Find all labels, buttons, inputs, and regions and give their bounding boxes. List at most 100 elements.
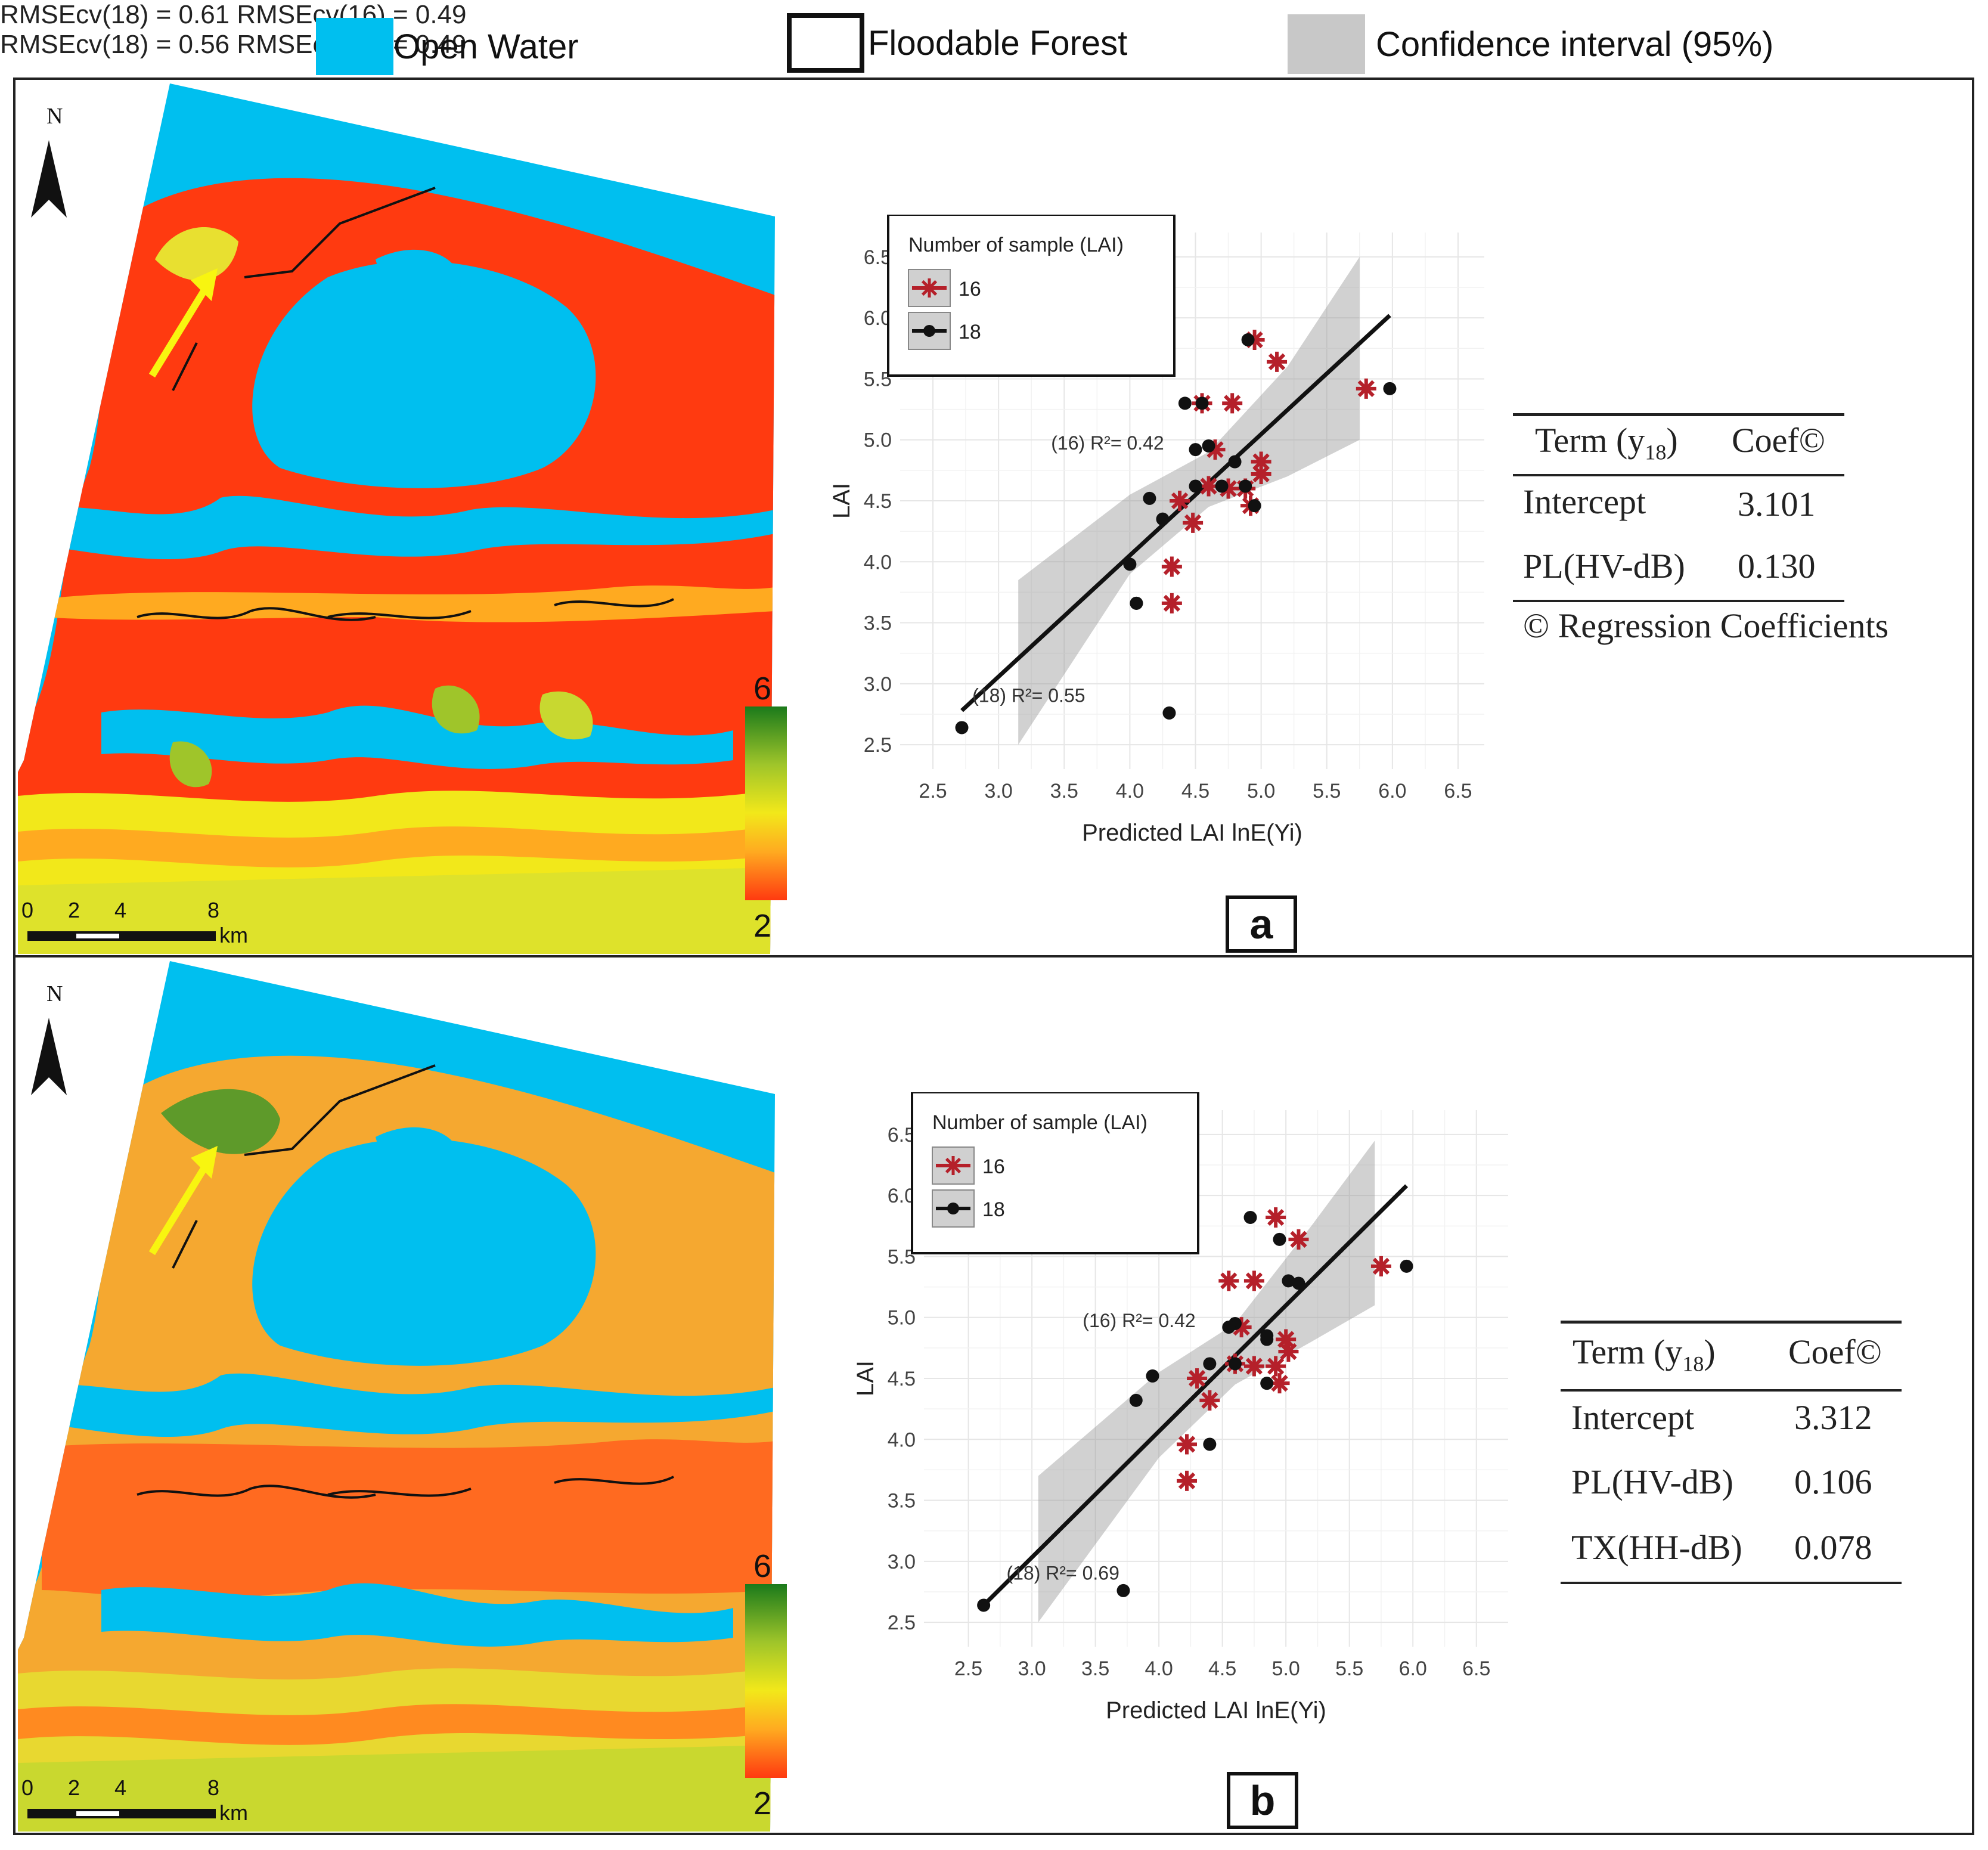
point-16-1-b — [1288, 1229, 1309, 1250]
point-16-9-a — [1170, 491, 1190, 511]
scale-tick-2-b: 2 — [68, 1775, 80, 1800]
x-tick-label-7-a: 6.0 — [1378, 780, 1406, 802]
y-tick-label-2-a: 3.5 — [864, 612, 892, 635]
coef-rule-top-a — [1513, 413, 1844, 416]
coef-rule-mid-a — [1513, 474, 1844, 476]
colorbar-min-a: 2 — [753, 908, 772, 944]
point-16-14-a — [1251, 451, 1271, 472]
point-18-11-b — [1260, 1377, 1274, 1390]
point-18-16-b — [1292, 1276, 1305, 1290]
coef-term-0-b: Intercept — [1571, 1398, 1695, 1437]
north-arrow-icon-b — [31, 1018, 67, 1095]
point-18-11-a — [1383, 382, 1397, 395]
legend-label-18-a: 18 — [959, 321, 981, 343]
point-16-10-b — [1199, 1390, 1220, 1411]
point-18-4-a — [1189, 443, 1202, 457]
point-18-0-b — [1243, 1211, 1257, 1224]
x-tick-label-2-a: 3.5 — [1050, 780, 1078, 802]
point-18-10-b — [1400, 1259, 1413, 1273]
x-tick-label-7-b: 6.0 — [1399, 1657, 1427, 1680]
yellow-arrow-line-a — [148, 281, 212, 378]
point-16-9-b — [1187, 1368, 1208, 1389]
point-18-6-a — [1123, 557, 1137, 571]
coef-header-b: Term (y18) — [1573, 1333, 1716, 1376]
lai-map-b: N — [18, 958, 793, 1832]
point-16-12-a — [1161, 593, 1182, 613]
point-18-5-b — [1146, 1369, 1159, 1383]
coef-rule-mid-b — [1561, 1389, 1902, 1392]
point-18-10-a — [955, 721, 969, 735]
coef-value-2-b: 0.078 — [1794, 1528, 1872, 1567]
point-16-4-b — [1231, 1317, 1252, 1338]
scale-unit-a: km — [219, 923, 248, 947]
coef-rule-bottom-b — [1561, 1582, 1902, 1584]
point-16-14-b — [1276, 1329, 1297, 1350]
legend-confidence-label: Confidence interval (95%) — [1376, 24, 1774, 64]
y-tick-label-1-b: 3.0 — [888, 1551, 916, 1573]
north-arrow-icon-a — [31, 140, 67, 218]
point-16-6-a — [1251, 464, 1271, 484]
y-axis-label-a: LAI — [829, 483, 855, 519]
x-tick-label-8-a: 6.5 — [1444, 780, 1472, 802]
point-18-1-a — [1178, 396, 1192, 410]
point-16-12-b — [1177, 1470, 1197, 1491]
point-18-9-b — [977, 1598, 991, 1612]
y-tick-label-4-a: 4.5 — [864, 490, 892, 513]
colorbar-max-b: 6 — [753, 1548, 772, 1584]
point-18-9-a — [1162, 706, 1176, 720]
point-18-17-a — [1189, 479, 1202, 493]
x-tick-label-3-a: 4.0 — [1116, 780, 1144, 802]
point-18-0-a — [1241, 333, 1255, 346]
r2-18-label-a: (18) R²= 0.55 — [972, 685, 1085, 706]
point-18-13-a — [1248, 499, 1261, 513]
point-18-13-b — [1203, 1357, 1217, 1371]
x-tick-label-2-b: 3.5 — [1081, 1657, 1109, 1680]
point-16-2-b — [1218, 1270, 1239, 1291]
scatter-chart-b: 2.5 3.0 3.5 4.0 4.5 5.0 5.5 6.0 6.5 2.5 3.0 3.5 4.0 4… — [852, 1092, 1508, 1724]
legend-label-18-b: 18 — [982, 1198, 1005, 1221]
point-18-1-b — [1273, 1232, 1286, 1246]
legend-title-a: Number of sample (LAI) — [908, 234, 1124, 256]
y-tick-label-3-b: 4.0 — [888, 1428, 916, 1451]
x-tick-label-6-a: 5.5 — [1313, 780, 1341, 802]
point-16-0-b — [1266, 1207, 1286, 1228]
x-tick-label-0-b: 2.5 — [954, 1657, 982, 1680]
legend-floodable-forest-label: Floodable Forest — [868, 23, 1128, 63]
scale-tick-8-b: 8 — [207, 1775, 220, 1800]
point-18-7-b — [1203, 1437, 1217, 1451]
point-18-2-b — [1282, 1274, 1295, 1288]
scale-tick-0-a: 0 — [21, 898, 34, 922]
r2-18-label-b: (18) R²= 0.69 — [1006, 1563, 1119, 1584]
coef-rule-top-b — [1561, 1321, 1902, 1324]
point-16-5-b — [1243, 1356, 1264, 1377]
point-16-1-a — [1267, 351, 1288, 372]
point-16-7-b — [1266, 1356, 1286, 1377]
scale-tick-4-b: 4 — [114, 1775, 127, 1800]
y-tick-label-4-b: 4.5 — [888, 1368, 916, 1390]
legend-key-18-dot-b — [947, 1203, 959, 1214]
point-18-15-a — [1215, 479, 1229, 493]
north-label-a: N — [46, 104, 63, 129]
scale-tick-4-a: 4 — [114, 898, 127, 922]
coef-header-a: Term (y18) — [1535, 421, 1678, 464]
scale-tick-0-b: 0 — [21, 1775, 34, 1800]
point-18-6-b — [1129, 1393, 1143, 1407]
y-tick-label-5-a: 5.0 — [864, 429, 892, 452]
floodable-forest-swatch — [787, 13, 864, 73]
point-16-3-b — [1243, 1270, 1264, 1291]
point-18-3-a — [1202, 439, 1215, 453]
y-tick-label-1-a: 3.0 — [864, 673, 892, 696]
coef-value-1-b: 0.106 — [1794, 1462, 1872, 1501]
x-axis-label-b: Predicted LAI lnE(Yi) — [1106, 1697, 1326, 1724]
point-16-6-b — [1278, 1341, 1299, 1362]
coef-header-coef-b: Coef© — [1788, 1333, 1882, 1371]
yellow-arrow-head-a — [191, 268, 218, 301]
legend-key-18-dot-a — [923, 325, 935, 337]
legend-open-water: Open Water — [316, 18, 579, 75]
x-tick-label-5-a: 5.0 — [1247, 780, 1275, 802]
scale-tick-8-a: 8 — [207, 898, 220, 922]
point-16-10-a — [1183, 512, 1204, 533]
coef-term-1-a: PL(HV-dB) — [1523, 547, 1685, 585]
point-16-13-a — [1356, 378, 1376, 399]
regression-line-b — [982, 1184, 1409, 1607]
